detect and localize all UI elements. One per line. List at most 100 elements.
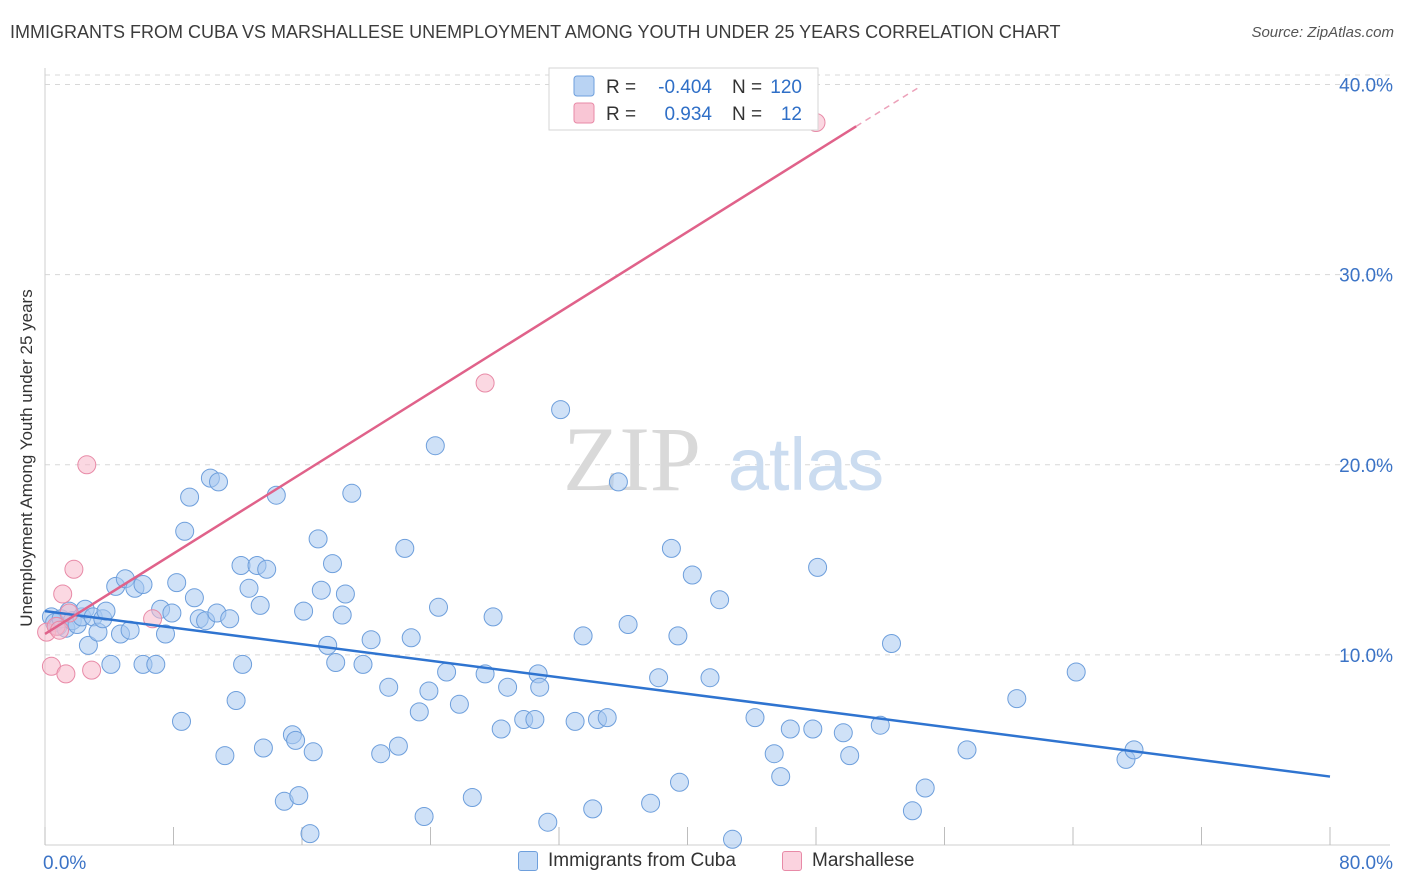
data-point [311,580,331,600]
y-tick-label: 10.0% [1339,646,1393,667]
data-point [167,573,187,593]
legend-r-value-pink: 0.934 [664,104,712,125]
data-point [371,744,391,764]
data-point [915,778,935,798]
data-point [419,681,439,701]
data-point [882,634,901,653]
data-point [538,812,558,832]
data-point [597,708,617,728]
data-point [649,668,669,688]
data-point [668,626,688,646]
data-point [583,799,603,819]
data-point [180,487,200,507]
data-point [101,654,121,674]
data-point [401,628,421,648]
trend-lines [44,85,1331,778]
data-point [902,801,922,821]
data-point [771,767,791,787]
data-point [226,691,246,710]
source-label: Source: ZipAtlas.com [1251,24,1394,41]
data-point [294,601,314,621]
data-point [64,559,84,579]
data-point [253,738,273,758]
data-point [573,626,593,646]
legend-swatch-cuba [518,851,538,871]
data-point [133,575,153,594]
data-point [449,694,469,714]
legend-r-value-blue: -0.404 [658,77,712,98]
data-point [231,556,251,575]
legend-item-marshallese: Marshallese [782,850,914,872]
trend-line-marshallese-extension [855,85,921,127]
data-point [56,664,76,684]
watermark: ZIP atlas [563,408,884,510]
data-point [641,793,661,813]
chart-title: IMMIGRANTS FROM CUBA VS MARSHALLESE UNEM… [10,22,1061,42]
data-point [780,719,800,739]
data-point [840,746,860,766]
legend-item-immigrants-from-cuba: Immigrants from Cuba [518,850,736,872]
data-point [409,702,429,722]
data-point [957,740,977,760]
axes [44,68,1390,846]
data-point [808,557,828,577]
data-point [700,668,720,688]
data-point [745,708,765,728]
data-point [764,744,784,764]
trend-line-cuba [44,609,1331,778]
data-point [565,711,585,731]
x-tick-label: 80.0% [1339,853,1393,874]
data-point [803,719,823,739]
data-point [323,554,342,574]
data-point [429,597,448,617]
legend-r-label-pink: R = [606,104,636,125]
data-point [530,677,550,697]
data-point [53,584,73,604]
data-point [318,635,338,655]
data-point [215,746,235,766]
data-point [289,786,309,806]
data-point [326,653,346,672]
legend-swatch-pink [573,102,595,124]
data-point [175,521,195,541]
data-point [437,662,457,682]
data-point [77,455,97,475]
data-point [618,615,638,634]
data-point [710,590,730,610]
x-tick-label: 0.0% [43,853,86,874]
data-point [388,736,408,756]
data-point [414,807,434,826]
y-tick-label: 30.0% [1339,266,1393,287]
stats-legend: R = -0.404 N = 120 R = 0.934 N = 12 [548,67,819,131]
data-point [156,624,175,644]
data-point [361,630,381,650]
data-point [395,538,415,558]
data-point [303,742,323,762]
data-point [475,373,495,393]
data-point [462,788,482,807]
data-point [172,711,191,731]
tick-labels: 10.0% 20.0% 30.0% 40.0% 0.0% 80.0% [43,76,1393,874]
legend-r-label-blue: R = [606,77,636,98]
data-point [723,829,742,849]
data-point [162,603,182,623]
data-point [257,559,277,579]
data-point [833,723,853,743]
bottom-legend: Immigrants from Cuba Marshallese [0,850,1406,880]
data-point [300,824,320,844]
data-point [233,654,253,674]
data-point [379,677,399,697]
data-point [209,472,228,492]
data-point [146,654,166,674]
data-point [498,677,518,697]
data-point [184,588,204,608]
y-axis-label: Unemployment Among Youth under 25 years [17,289,36,626]
y-tick-label: 40.0% [1339,76,1393,97]
data-point [78,635,98,655]
data-point [425,436,445,456]
trend-line-marshallese [44,125,857,636]
legend-n-label-pink: N = [732,104,762,125]
data-point [250,595,270,615]
data-point [332,605,352,625]
